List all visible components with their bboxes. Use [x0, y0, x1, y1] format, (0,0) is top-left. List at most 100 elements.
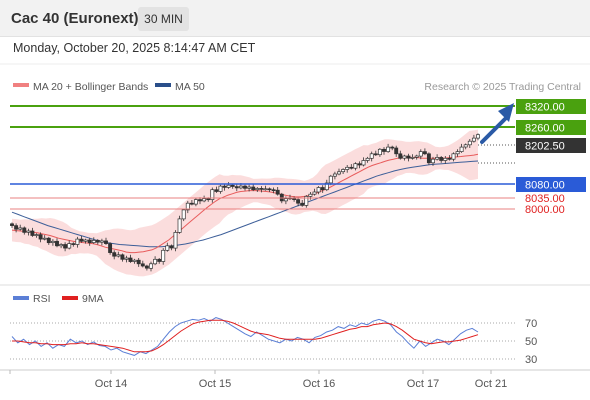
candle-body — [439, 157, 444, 161]
candle-body — [361, 160, 366, 166]
candle-body — [324, 182, 329, 191]
candle-body — [410, 157, 415, 159]
candle-body — [222, 185, 227, 188]
candle-body — [14, 225, 19, 230]
candle-body — [112, 252, 117, 257]
candle-body — [275, 189, 280, 195]
candle-body — [157, 258, 162, 262]
legend-ma50-label: MA 50 — [175, 81, 205, 93]
candle-body — [153, 258, 158, 265]
candle-body — [476, 134, 480, 139]
candle-body — [300, 202, 305, 206]
bollinger-band — [12, 129, 478, 277]
candle-body — [369, 153, 374, 159]
candle-body — [87, 239, 92, 244]
candle-body — [116, 254, 121, 257]
candle-body — [349, 166, 354, 169]
candle-body — [451, 153, 456, 160]
candle-body — [255, 188, 260, 191]
candle-body — [91, 240, 96, 243]
candle-body — [128, 257, 133, 262]
candle-body — [341, 169, 346, 173]
candle-body — [144, 265, 149, 269]
candle-body — [95, 240, 100, 243]
candle-body — [10, 223, 14, 226]
candle-body — [406, 155, 411, 159]
candle-body — [234, 186, 239, 189]
candle-body — [353, 163, 358, 169]
credit-label: Research © 2025 Trading Central — [424, 81, 581, 93]
rsi-panel: RSI 9MA 70 50 30 — [10, 293, 537, 366]
pivot-label: 8080.00 — [525, 180, 565, 192]
candle-body — [185, 202, 190, 211]
candle-body — [104, 240, 108, 244]
candle-body — [332, 173, 337, 177]
support-1-label: 8035.00 — [525, 193, 565, 205]
candle-body — [320, 187, 325, 191]
candle-body — [124, 257, 129, 260]
candle-body — [55, 240, 59, 247]
candle-body — [230, 184, 235, 187]
candle-body — [169, 245, 174, 249]
resistance-2-label: 8260.00 — [525, 123, 565, 135]
candle-body — [214, 189, 219, 192]
candlestick-series — [10, 133, 480, 272]
candle-body — [418, 151, 423, 157]
instrument-title: Cac 40 (Euronext) — [11, 10, 139, 27]
candle-body — [243, 185, 247, 189]
candle-body — [308, 193, 313, 197]
candle-body — [238, 185, 243, 189]
candle-body — [422, 151, 427, 155]
candle-body — [304, 196, 309, 206]
x-tick-oct14: Oct 14 — [95, 378, 127, 390]
legend-swatch-ma50 — [155, 83, 171, 87]
legend-9ma-label: 9MA — [82, 293, 104, 305]
candle-body — [108, 243, 113, 253]
candle-body — [426, 153, 431, 164]
legend-swatch-ma20 — [13, 83, 29, 87]
last-price-tag — [516, 138, 586, 153]
candle-body — [189, 202, 194, 205]
candle-body — [459, 146, 464, 152]
candle-body — [34, 234, 39, 236]
candle-body — [443, 157, 448, 161]
resistance-1-tag — [516, 99, 586, 114]
candle-body — [296, 199, 301, 204]
candle-body — [149, 263, 153, 269]
candle-body — [79, 238, 84, 242]
candle-body — [414, 155, 419, 158]
last-price-label: 8202.50 — [525, 141, 565, 153]
legend-swatch-9ma — [62, 296, 78, 300]
timeframe-badge[interactable]: 30 MIN — [138, 7, 189, 31]
datetime-label: Monday, October 20, 2025 8:14:47 AM CET — [13, 41, 256, 55]
candle-body — [30, 230, 35, 236]
x-tick-oct17: Oct 17 — [407, 378, 439, 390]
candle-body — [247, 186, 252, 189]
candle-body — [345, 166, 350, 170]
candle-body — [198, 199, 202, 202]
candle-body — [67, 243, 72, 249]
candle-body — [75, 238, 80, 245]
candle-body — [38, 234, 43, 240]
candle-body — [173, 232, 178, 249]
candle-body — [394, 147, 399, 155]
price-levels: 8320.00 8260.00 8202.50 8080.00 8035.00 … — [10, 99, 586, 216]
candle-body — [226, 184, 231, 188]
rsi-tick-70: 70 — [525, 318, 537, 330]
candle-body — [390, 146, 395, 149]
candle-body — [210, 189, 215, 200]
candle-body — [22, 227, 27, 233]
candle-body — [63, 244, 68, 249]
candle-body — [120, 254, 125, 260]
candle-body — [328, 175, 333, 184]
candle-body — [447, 157, 452, 160]
candle-body — [140, 263, 145, 267]
candle-body — [206, 198, 211, 201]
candle-body — [251, 186, 256, 191]
candle-body — [377, 148, 382, 156]
candle-body — [357, 163, 362, 166]
candle-body — [373, 153, 378, 156]
candle-body — [42, 237, 47, 240]
x-tick-oct15: Oct 15 — [199, 378, 231, 390]
